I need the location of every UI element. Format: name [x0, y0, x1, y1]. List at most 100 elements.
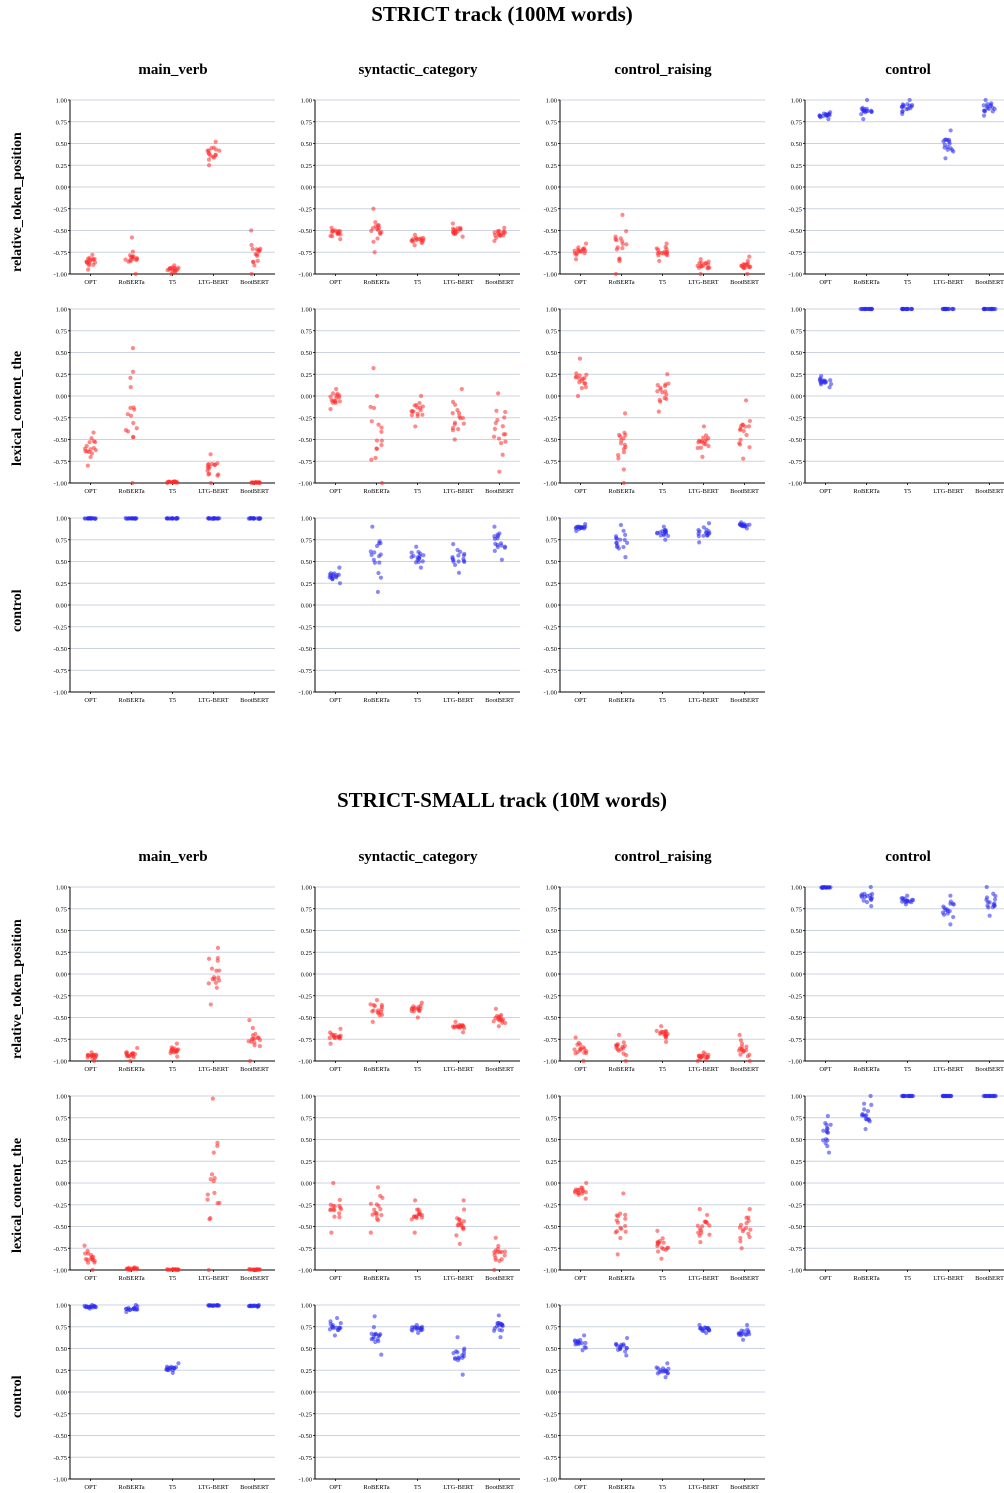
- y-tick-label: -1.00: [543, 1477, 557, 1484]
- y-tick-label: 0.75: [791, 906, 802, 913]
- data-point: [613, 271, 619, 277]
- data-point: [696, 440, 701, 445]
- data-point: [370, 1019, 375, 1024]
- data-point: [665, 1031, 670, 1037]
- y-tick-label: 0.50: [791, 928, 802, 935]
- data-point: [862, 1101, 867, 1106]
- data-point: [739, 263, 744, 269]
- y-tick-label: -0.25: [53, 993, 67, 1000]
- data-point: [706, 265, 711, 270]
- data-point: [747, 1234, 752, 1240]
- y-tick-label: -1.00: [53, 690, 67, 697]
- y-tick-label: 1.00: [791, 1094, 802, 1101]
- x-tick-label: RoBERTa: [853, 488, 879, 495]
- y-tick-label: 1.00: [546, 885, 557, 892]
- data-point: [818, 376, 823, 381]
- data-point: [499, 543, 504, 548]
- data-point: [371, 239, 376, 244]
- data-point: [992, 903, 997, 908]
- x-tick-label: OPT: [329, 1066, 341, 1073]
- data-point: [87, 259, 92, 264]
- data-point: [666, 381, 671, 386]
- data-point: [658, 387, 663, 392]
- data-point: [502, 225, 507, 230]
- x-tick-label: OPT: [574, 1484, 586, 1491]
- y-tick-label: 1.00: [301, 307, 312, 314]
- y-tick-label: -0.75: [543, 668, 557, 675]
- data-point: [376, 570, 381, 576]
- data-point: [747, 1058, 752, 1064]
- data-point: [825, 885, 830, 890]
- y-tick-label: 0.75: [56, 906, 67, 913]
- data-point: [744, 1322, 750, 1328]
- data-point: [899, 1093, 905, 1099]
- data-point: [370, 226, 375, 231]
- chart-panel: 1.00 0.75 0.50 0.25 0.00 -0.25 -0.50 -0.75 -1.00…: [298, 1303, 520, 1491]
- y-tick-label: 0.25: [56, 1368, 67, 1375]
- data-point: [622, 411, 628, 416]
- data-point: [215, 1140, 220, 1145]
- data-point: [460, 1030, 466, 1035]
- data-point: [582, 1333, 587, 1338]
- data-point: [826, 112, 831, 117]
- data-point: [217, 148, 222, 153]
- data-point: [499, 1018, 505, 1023]
- data-point: [128, 405, 133, 410]
- data-point: [374, 1216, 380, 1221]
- data-point: [374, 1202, 379, 1207]
- data-point: [576, 526, 582, 532]
- x-tick-label: BootBERT: [240, 1066, 269, 1073]
- data-point: [378, 575, 384, 580]
- data-point: [623, 432, 628, 438]
- x-tick-label: T5: [659, 1275, 666, 1282]
- y-tick-label: -0.50: [543, 1224, 557, 1231]
- data-point: [615, 1220, 621, 1225]
- data-point: [577, 1340, 582, 1346]
- data-point: [457, 414, 462, 419]
- data-point: [461, 1225, 466, 1230]
- data-point: [418, 408, 423, 413]
- chart-panel: 1.00 0.75 0.50 0.25 0.00 -0.25 -0.50 -0.75 -1.00…: [543, 1094, 765, 1282]
- data-point: [210, 1096, 215, 1101]
- data-point: [573, 1051, 578, 1056]
- data-point: [614, 238, 619, 243]
- data-point: [336, 1327, 341, 1333]
- data-point: [941, 904, 946, 909]
- data-point: [951, 914, 956, 920]
- y-tick-label: -0.75: [543, 459, 557, 466]
- data-point: [209, 966, 215, 971]
- y-tick-label: -0.75: [788, 459, 802, 466]
- y-tick-label: 0.25: [301, 1159, 312, 1166]
- data-point: [624, 1346, 629, 1351]
- data-point: [573, 257, 579, 262]
- data-point: [249, 1304, 255, 1309]
- data-point: [706, 531, 711, 536]
- data-point: [981, 103, 986, 108]
- data-point: [462, 559, 467, 565]
- section-title-strict: STRICT track (100M words): [371, 2, 633, 26]
- data-point: [739, 1328, 744, 1333]
- data-point: [127, 1054, 132, 1059]
- data-point: [216, 516, 221, 521]
- data-point: [418, 565, 424, 570]
- data-point: [409, 413, 414, 418]
- data-point: [624, 1335, 630, 1341]
- data-point: [942, 137, 948, 142]
- data-point: [623, 555, 628, 560]
- y-tick-label: 0.25: [546, 1368, 557, 1375]
- y-tick-label: -0.25: [543, 1411, 557, 1418]
- y-tick-label: 0.75: [546, 1324, 557, 1331]
- y-tick-label: 0.75: [56, 119, 67, 126]
- data-point: [945, 908, 950, 914]
- data-point: [338, 1036, 343, 1041]
- y-tick-label: 0.25: [56, 372, 67, 379]
- y-tick-label: 0.25: [301, 1368, 312, 1375]
- data-point: [415, 1330, 421, 1335]
- data-point: [616, 432, 622, 438]
- y-tick-label: -0.50: [543, 646, 557, 653]
- data-point: [905, 899, 910, 904]
- data-point: [336, 572, 341, 577]
- data-point: [583, 1190, 588, 1195]
- y-tick-label: 0.25: [301, 581, 312, 588]
- data-point: [374, 393, 380, 399]
